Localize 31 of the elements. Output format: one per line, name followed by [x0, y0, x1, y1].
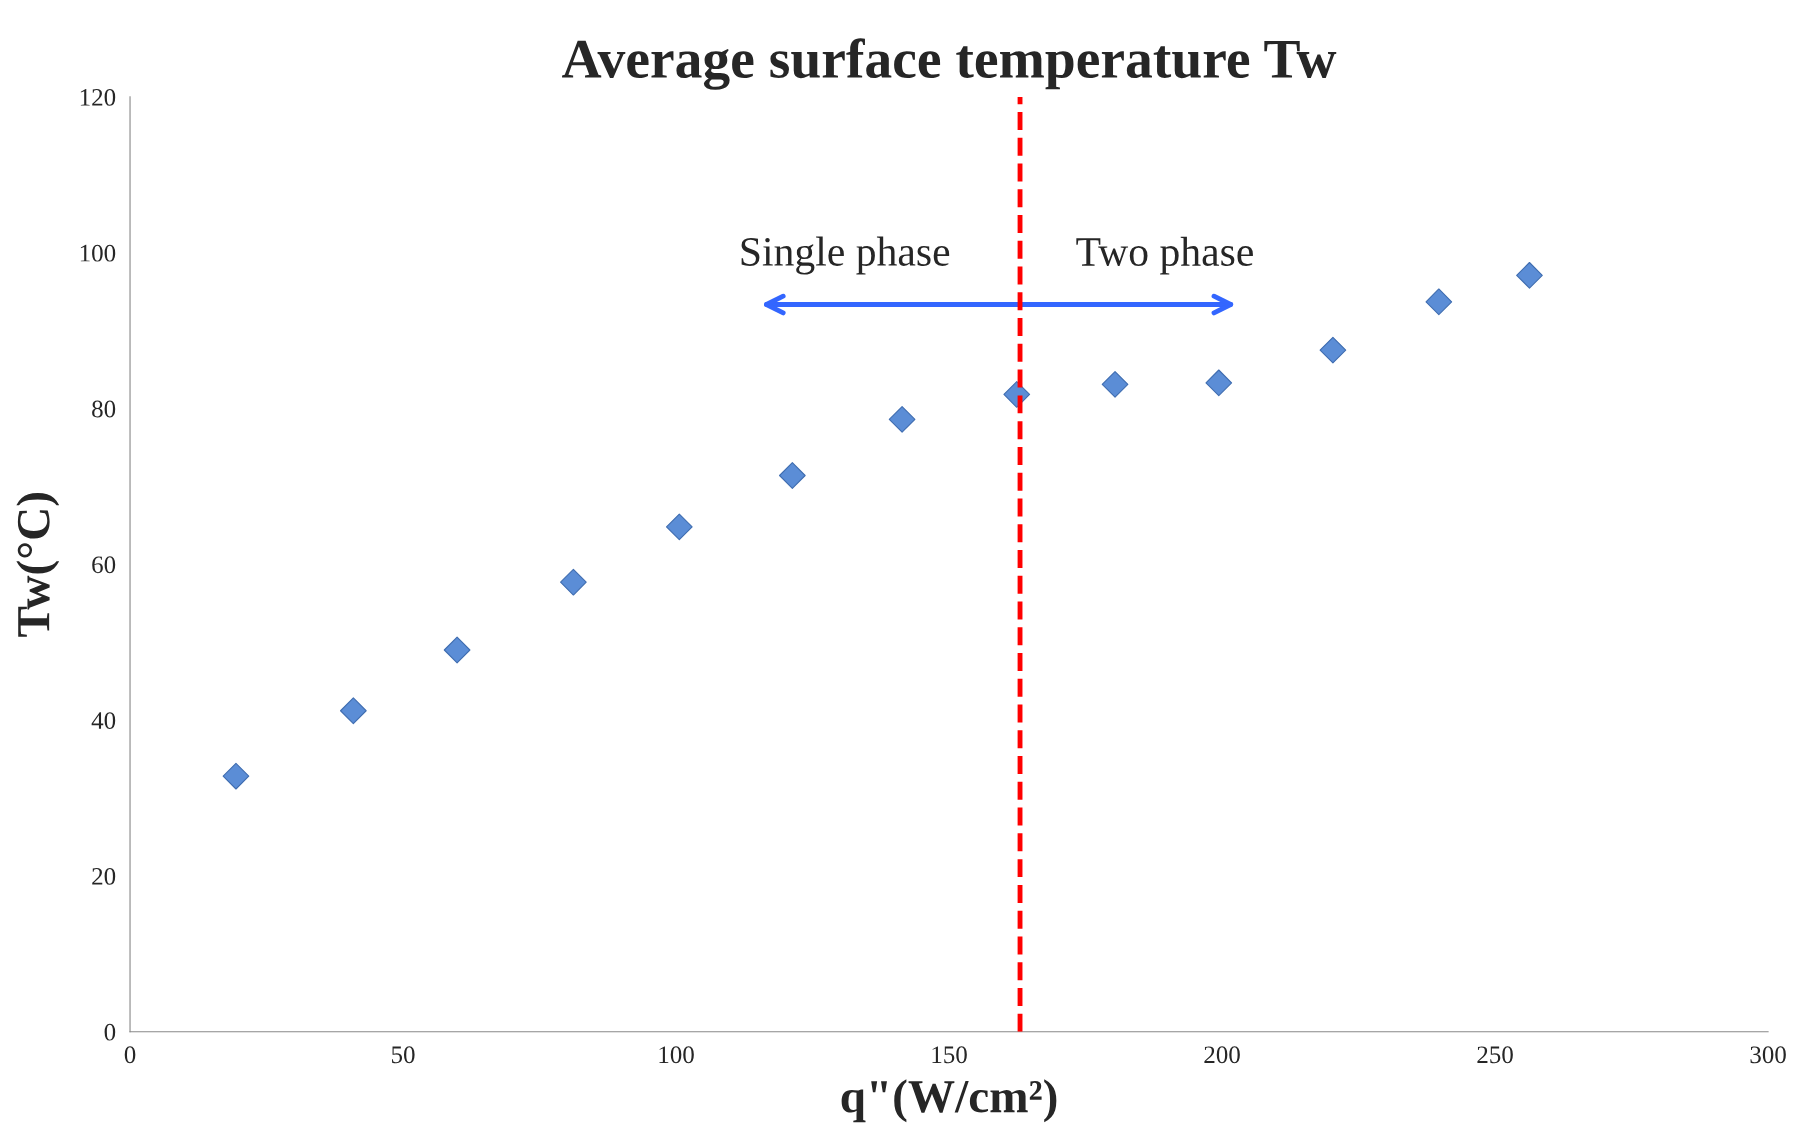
point [1425, 288, 1453, 316]
point [1101, 370, 1129, 398]
point [443, 636, 471, 664]
y-tick-label: 0 [104, 1023, 116, 1041]
point [778, 462, 806, 489]
x-tick-label: 100 [659, 1046, 694, 1064]
x-axis-title: q"(W/cm²) [841, 1079, 1057, 1123]
y-axis-title: Tw(°C) [16, 493, 60, 637]
chart-title: Average surface temperature Tw [562, 38, 1337, 90]
y-tick-label: 100 [80, 244, 116, 262]
point [222, 762, 250, 790]
x-tick-label: 200 [1204, 1046, 1240, 1064]
point [888, 406, 916, 433]
point [339, 697, 367, 725]
y-tick-label: 60 [92, 556, 116, 574]
point [1516, 261, 1543, 289]
x-tick-label: 150 [932, 1046, 967, 1064]
y-tick-label: 120 [80, 88, 116, 106]
point [1319, 336, 1347, 364]
y-tick-label: 20 [92, 867, 116, 885]
point [560, 568, 587, 596]
annotation: Two phase [1076, 236, 1253, 275]
point [665, 513, 693, 541]
y-tick-label: 40 [91, 712, 116, 730]
point [1205, 369, 1233, 397]
x-tick-label: 250 [1477, 1046, 1513, 1064]
x-tick-label: 300 [1750, 1046, 1786, 1064]
annotation: Single phase [741, 236, 950, 275]
y-tick-label: 80 [92, 400, 116, 418]
x-tick-label: 50 [391, 1046, 415, 1064]
x-tick-label: 0 [124, 1046, 136, 1064]
